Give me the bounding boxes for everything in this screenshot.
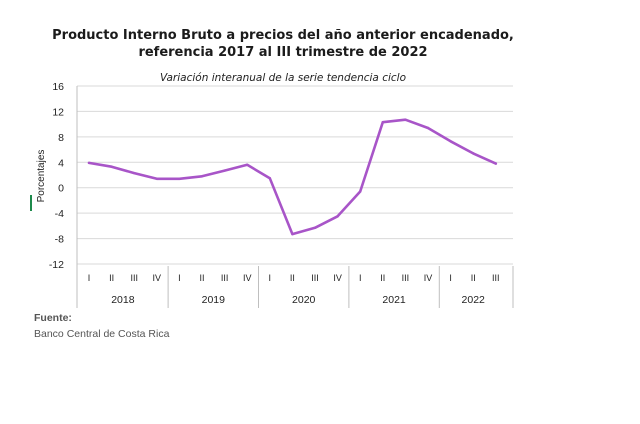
y-tick-label: 12	[52, 106, 64, 118]
data-point	[110, 165, 113, 168]
quarter-tick-label: I	[88, 273, 91, 283]
data-point	[404, 118, 407, 121]
year-label: 2018	[111, 294, 135, 306]
quarter-tick-label: II	[109, 273, 114, 283]
year-label: 2019	[202, 294, 226, 306]
data-point	[223, 169, 226, 172]
quarter-tick-label: IV	[243, 273, 252, 283]
data-point	[426, 126, 430, 130]
quarter-tick-label: I	[178, 273, 181, 283]
data-point	[381, 121, 384, 124]
quarter-tick-label: III	[130, 273, 138, 283]
data-point	[200, 175, 204, 178]
series-layer	[87, 118, 498, 236]
quarter-tick-label: III	[402, 273, 410, 283]
data-point	[87, 161, 91, 165]
data-point	[133, 171, 136, 175]
data-point	[472, 152, 475, 155]
data-point	[291, 232, 294, 236]
y-tick-label: 0	[58, 183, 64, 195]
quarter-tick-label: IV	[424, 273, 433, 283]
data-point	[313, 226, 317, 229]
quarter-tick-label: I	[269, 273, 272, 283]
data-point	[449, 140, 452, 143]
quarter-tick-label: III	[311, 273, 319, 283]
data-point	[336, 215, 339, 218]
data-point	[494, 162, 497, 165]
quarter-tick-label: II	[290, 273, 295, 283]
side-marker	[30, 195, 32, 211]
source-label: Fuente:	[34, 312, 72, 324]
x-axis: I II III IV I II III IV I II III IV I II III IV I II III20…	[88, 266, 514, 308]
chart-subtitle: Variación interanual de la serie tendenc…	[160, 72, 406, 84]
y-tick-labels: -12 -8 -4 0 4 8 12 16	[49, 81, 64, 271]
year-label: 2020	[292, 294, 316, 306]
quarter-tick-label: III	[492, 273, 500, 283]
data-point	[268, 176, 271, 180]
chart-title-line-1: Producto Interno Bruto a precios del año…	[52, 28, 514, 43]
gridlines	[76, 85, 513, 308]
y-tick-label: 8	[58, 132, 64, 144]
y-tick-label: -12	[49, 259, 64, 271]
data-point	[359, 190, 362, 193]
quarter-tick-label: IV	[153, 273, 162, 283]
y-tick-label: 4	[58, 157, 64, 169]
source-text: Banco Central de Costa Rica	[34, 328, 170, 340]
quarter-tick-label: I	[359, 273, 362, 283]
y-tick-label: -8	[55, 234, 64, 246]
quarter-tick-label: I	[449, 273, 452, 283]
quarter-tick-label: III	[221, 273, 229, 283]
data-point	[246, 163, 249, 167]
y-axis-title: Porcentajes	[36, 150, 47, 203]
quarter-tick-label: IV	[333, 273, 342, 283]
y-tick-label: 16	[52, 81, 64, 93]
data-point	[155, 177, 158, 181]
quarter-tick-label: II	[199, 273, 204, 283]
quarter-tick-label: II	[471, 273, 476, 283]
data-point	[178, 177, 181, 181]
y-tick-label: -4	[55, 208, 64, 220]
chart-title-line-2: referencia 2017 al III trimestre de 2022	[138, 45, 427, 60]
year-label: 2022	[462, 294, 486, 306]
quarter-tick-label: II	[380, 273, 385, 283]
year-label: 2021	[382, 294, 406, 306]
